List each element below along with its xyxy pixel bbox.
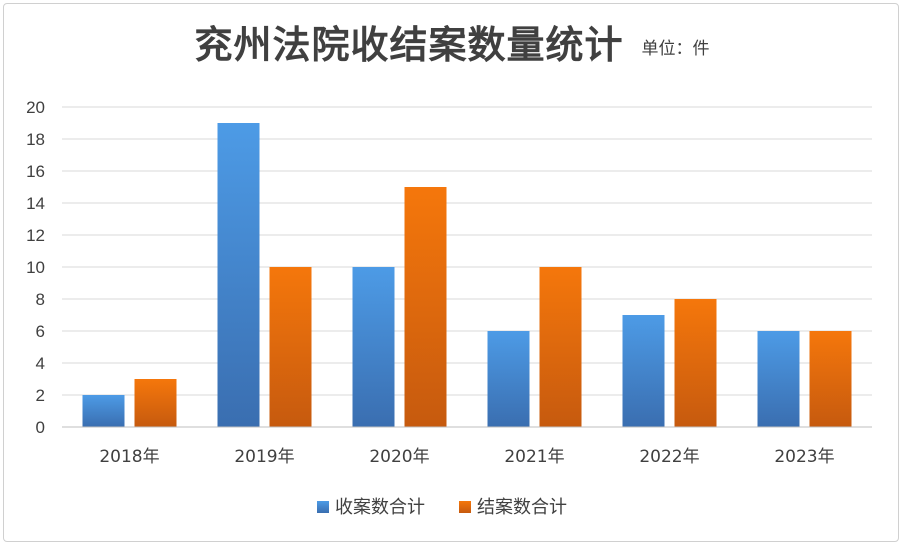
- legend-label: 收案数合计: [335, 497, 425, 518]
- bar-received: [757, 331, 800, 427]
- title-row: 兖州法院收结案数量统计 单位：件: [0, 14, 904, 69]
- x-axis: 2018年 2019年 2020年 2021年 2022年 2023年: [62, 426, 872, 467]
- legend-label: 结案数合计: [477, 497, 567, 518]
- chart-frame: [3, 3, 899, 542]
- y-tick-label: 16: [26, 162, 45, 181]
- legend-swatch: [317, 501, 329, 513]
- bars: [82, 123, 852, 427]
- bar-closed: [134, 379, 177, 427]
- y-tick-label: 12: [26, 226, 45, 245]
- y-tick-label: 6: [36, 322, 45, 341]
- x-tick-label: 2018年: [99, 447, 159, 467]
- y-tick-label: 8: [36, 290, 45, 309]
- unit-label: 单位：件: [641, 39, 710, 59]
- y-tick-label: 0: [36, 418, 45, 437]
- x-tick-label: 2021年: [504, 447, 564, 467]
- bar-received: [487, 331, 530, 427]
- x-tick-label: 2020年: [369, 447, 429, 467]
- bar-closed: [269, 267, 312, 427]
- bar-closed: [674, 299, 717, 427]
- y-tick-label: 20: [26, 98, 45, 117]
- gridlines: [62, 106, 872, 428]
- legend-swatch: [459, 501, 471, 513]
- legend: 收案数合计 结案数合计: [317, 497, 567, 518]
- bar-closed: [809, 331, 852, 427]
- bar-received: [622, 315, 665, 427]
- y-axis: 0 2 4 6 8 10 12 14 16 18 20: [26, 98, 45, 437]
- bar-closed: [404, 187, 447, 427]
- y-tick-label: 10: [26, 258, 45, 277]
- x-tick-label: 2019年: [234, 447, 294, 467]
- y-tick-label: 4: [36, 354, 45, 373]
- bar-received: [82, 395, 125, 427]
- bar-received: [217, 123, 260, 427]
- chart-title: 兖州法院收结案数量统计: [194, 23, 624, 67]
- y-tick-label: 14: [26, 194, 45, 213]
- x-tick-label: 2022年: [639, 447, 699, 467]
- bar-closed: [539, 267, 582, 427]
- bar-received: [352, 267, 395, 427]
- y-tick-label: 2: [36, 386, 45, 405]
- x-tick-label: 2023年: [774, 447, 834, 467]
- y-tick-label: 18: [26, 130, 45, 149]
